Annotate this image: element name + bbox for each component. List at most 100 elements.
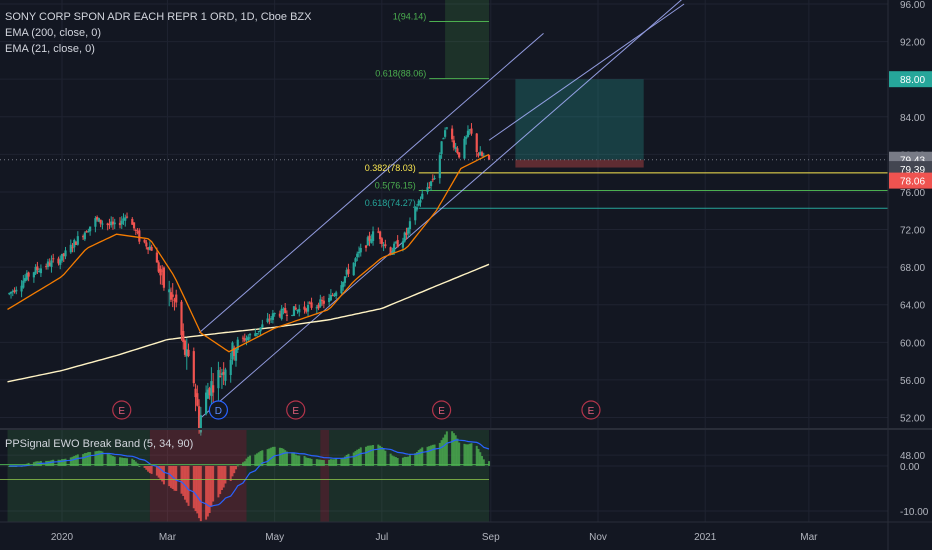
candle-body (382, 244, 385, 246)
price-axis-tick: 48.00 (900, 451, 925, 462)
candle (97, 217, 101, 223)
ewo-bar (247, 456, 250, 466)
candle (187, 343, 190, 358)
candle (94, 216, 97, 233)
candle (419, 196, 422, 207)
candle (359, 243, 362, 257)
ewo-bar (106, 452, 109, 466)
ewo-bar (126, 458, 129, 466)
candle (182, 323, 185, 350)
candle-body (408, 221, 412, 230)
legend-ema-21[interactable]: EMA (21, close, 0) (5, 43, 95, 55)
candle-body (248, 334, 252, 336)
candle-body (45, 266, 48, 268)
candle (429, 180, 433, 191)
candle-body (74, 241, 78, 245)
candle-body (197, 406, 201, 430)
candle (329, 289, 332, 301)
candle (268, 314, 271, 325)
ewo-bar (428, 446, 431, 466)
ewo-bar (438, 442, 441, 466)
candle-body (347, 269, 350, 274)
ewo-bar (394, 457, 397, 466)
candle (364, 244, 368, 252)
ewo-bar (249, 455, 252, 466)
candle (431, 174, 434, 183)
candle-body (111, 221, 115, 225)
ewo-bar (89, 452, 92, 466)
candle (266, 312, 269, 324)
ewo-bar (366, 445, 369, 466)
ewo-bar (236, 465, 239, 467)
ewo-bar (62, 459, 65, 466)
candle (354, 257, 357, 267)
ewo-bar (155, 466, 158, 476)
ewo-bar (83, 453, 86, 466)
ewo-bar (210, 466, 213, 507)
candle-body (50, 260, 53, 267)
ewo-bar (405, 456, 408, 466)
event-letter: E (292, 406, 299, 417)
ewo-bar (120, 457, 123, 466)
candle-body (32, 272, 35, 278)
legend-ema-200[interactable]: EMA (200, close, 0) (5, 27, 101, 39)
candle (319, 294, 322, 308)
ewo-bar (382, 448, 385, 466)
candle (143, 239, 146, 244)
oscillator-legend[interactable]: PPSignal EWO Break Band (5, 34, 90) (5, 438, 194, 450)
ewo-bar (157, 466, 160, 478)
candle-body (205, 392, 208, 415)
candle-body (57, 258, 60, 264)
candle-body (231, 342, 234, 360)
candle-body (87, 231, 90, 233)
ewo-bar (451, 431, 454, 466)
candle-body (194, 388, 197, 398)
candle (205, 385, 208, 416)
ewo-bar (466, 444, 469, 466)
time-axis-tick: May (265, 532, 284, 543)
candle-body (206, 389, 209, 399)
ewo-bar (445, 431, 448, 466)
candle-body (305, 308, 308, 312)
candle (466, 125, 470, 138)
candle (477, 152, 480, 158)
candle (357, 246, 361, 258)
ewo-bar (331, 459, 334, 466)
candle-body (22, 280, 25, 288)
ewo-bar (482, 459, 485, 466)
ewo-bar (479, 452, 482, 466)
candle-body (168, 289, 171, 293)
candle-body (210, 381, 213, 397)
candle-body (60, 253, 64, 261)
ema-200-line (7, 263, 490, 383)
candle (217, 361, 220, 402)
event-letter: D (215, 406, 222, 417)
candle (118, 217, 122, 229)
candle-body (403, 232, 406, 242)
legend-symbol[interactable]: SONY CORP SPON ADR EACH REPR 1 ORD, 1D, … (5, 11, 312, 23)
candle-body (46, 261, 50, 267)
ewo-bar (322, 460, 325, 466)
candle-body (185, 349, 188, 357)
fib-level-label: 1(94.14) (393, 11, 427, 21)
ewo-bar (280, 448, 283, 466)
candle-body (438, 155, 441, 179)
candle-body (340, 285, 343, 294)
candle-body (285, 314, 289, 316)
candle (111, 216, 115, 230)
ewo-bar (391, 455, 394, 466)
candle (440, 141, 443, 159)
ewo-bar (52, 459, 55, 466)
candle-body (463, 138, 466, 159)
candle (257, 330, 260, 335)
ewo-bar (122, 457, 125, 466)
candle (294, 303, 297, 311)
candle (407, 227, 410, 238)
candle-body (377, 231, 380, 233)
ewo-bar (118, 457, 121, 466)
candle (99, 219, 102, 228)
ewo-bar (415, 452, 418, 466)
price-label-box (889, 172, 932, 189)
ewo-bar (168, 466, 171, 487)
